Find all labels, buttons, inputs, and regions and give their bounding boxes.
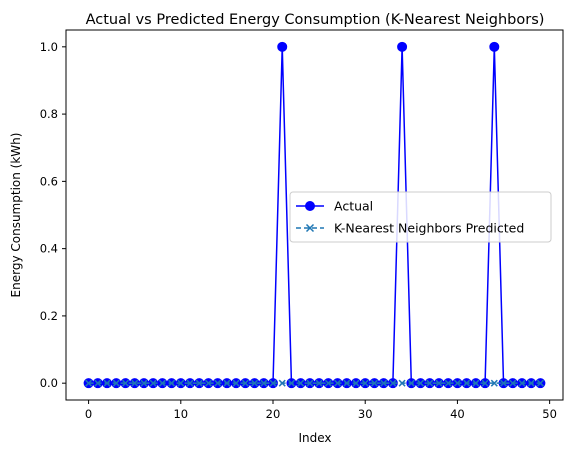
data-point [490, 379, 498, 387]
data-point [195, 379, 203, 387]
data-point [481, 379, 489, 387]
legend-label-predicted: K-Nearest Neighbors Predicted [334, 221, 524, 236]
series-layer [83, 41, 546, 389]
data-point [121, 379, 130, 387]
data-point [435, 379, 443, 387]
data-point [297, 379, 305, 387]
data-point [489, 41, 500, 52]
legend: Actual K-Nearest Neighbors Predicted [289, 191, 552, 243]
x-tick-label: 0 [85, 407, 92, 421]
data-point [453, 379, 461, 387]
data-point [140, 379, 148, 387]
data-point [103, 379, 111, 387]
data-point [472, 379, 480, 387]
data-point [277, 41, 288, 52]
data-point [287, 379, 295, 387]
y-tick-label: 0.8 [40, 107, 58, 121]
data-point [251, 379, 259, 387]
data-point [278, 379, 286, 387]
data-point [343, 379, 351, 387]
legend-marker-actual [305, 201, 315, 211]
data-point [527, 379, 535, 387]
data-point [509, 379, 517, 387]
data-point [149, 379, 157, 387]
data-point [223, 379, 231, 387]
y-axis: 0.0 0.2 0.4 0.6 0.8 1.0 [40, 40, 66, 390]
data-point [131, 379, 139, 387]
data-point [499, 379, 508, 387]
data-point [389, 379, 397, 387]
data-point [463, 379, 471, 387]
legend-marker-predicted [305, 223, 315, 233]
data-point [214, 379, 222, 387]
data-point [417, 379, 425, 387]
legend-label-actual: Actual [334, 199, 373, 214]
x-tick-label: 50 [542, 407, 557, 421]
y-tick-label: 0.6 [40, 174, 58, 188]
x-axis-label: Index [298, 431, 331, 445]
data-point [94, 379, 102, 387]
data-point [85, 379, 93, 387]
data-point [260, 379, 268, 387]
y-axis-label: Energy Consumption (kWh) [9, 133, 23, 298]
x-tick-label: 40 [450, 407, 465, 421]
y-tick-label: 0.4 [40, 242, 58, 256]
plot-area-frame [65, 29, 564, 401]
data-point [112, 379, 120, 387]
data-point [168, 379, 176, 387]
y-tick-label: 0.2 [40, 309, 58, 323]
data-point [444, 379, 452, 387]
y-tick-label: 0.0 [40, 376, 58, 390]
data-point [407, 379, 415, 387]
x-tick-label: 20 [266, 407, 281, 421]
data-point [315, 379, 323, 387]
data-point [397, 41, 408, 52]
data-point [324, 379, 332, 387]
y-tick-label: 1.0 [40, 40, 58, 54]
data-point [204, 379, 212, 387]
data-point [380, 379, 388, 387]
data-point [370, 379, 378, 387]
x-tick-label: 30 [358, 407, 373, 421]
data-point [158, 379, 166, 387]
data-point [232, 379, 240, 387]
data-point [241, 379, 249, 387]
data-point [334, 379, 342, 387]
data-point [186, 379, 194, 387]
data-point [536, 379, 544, 387]
data-point [177, 379, 185, 387]
data-point [518, 379, 526, 387]
data-point [306, 379, 314, 387]
data-point [269, 379, 277, 387]
chart-title: Actual vs Predicted Energy Consumption (… [86, 12, 545, 28]
legend-box [289, 191, 552, 243]
data-point [426, 379, 434, 387]
data-point [352, 379, 360, 387]
x-axis: 0 10 20 30 40 50 [85, 400, 557, 421]
x-tick-label: 10 [173, 407, 188, 421]
data-point [361, 379, 369, 387]
data-point [398, 379, 406, 387]
